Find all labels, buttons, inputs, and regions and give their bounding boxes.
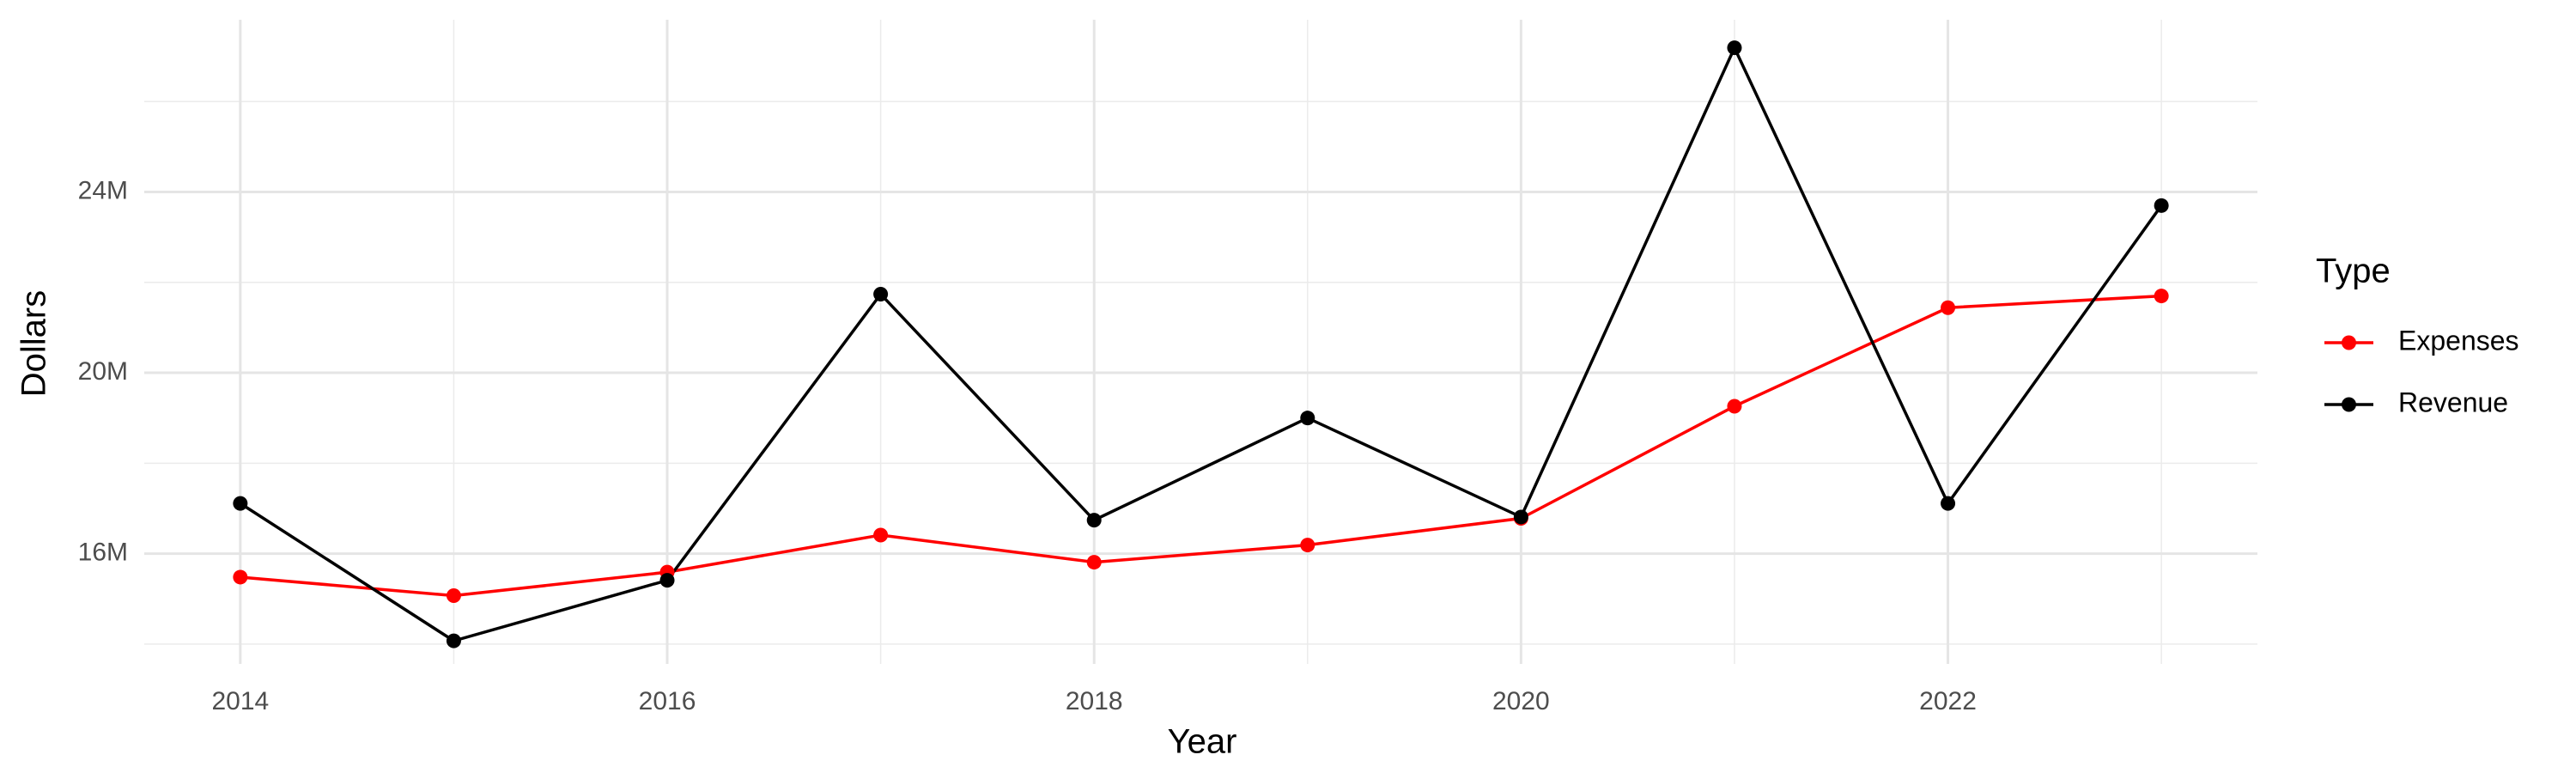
data-point bbox=[2154, 289, 2169, 304]
series-line bbox=[240, 294, 2162, 598]
data-point bbox=[1513, 509, 1528, 525]
x-tick-label: 2016 bbox=[639, 687, 696, 715]
series-line bbox=[239, 44, 2163, 643]
data-point bbox=[1727, 399, 1742, 414]
legend-title: Type bbox=[2316, 253, 2391, 290]
y-axis-title: Dollars bbox=[15, 290, 53, 397]
legend-label: Expenses bbox=[2398, 325, 2519, 356]
data-point bbox=[873, 527, 889, 543]
x-tick-label: 2018 bbox=[1066, 687, 1123, 715]
data-point bbox=[2154, 198, 2169, 213]
data-point bbox=[1300, 538, 1315, 553]
y-tick-label: 20M bbox=[78, 357, 128, 386]
data-point bbox=[446, 633, 461, 648]
data-point bbox=[1941, 496, 1956, 511]
data-point bbox=[1941, 300, 1956, 315]
legend-label: Revenue bbox=[2398, 386, 2508, 417]
data-point bbox=[1727, 40, 1742, 56]
y-tick-label: 24M bbox=[78, 176, 128, 204]
data-point bbox=[446, 588, 461, 604]
legend-marker bbox=[2342, 397, 2356, 412]
data-point bbox=[233, 496, 248, 511]
data-point bbox=[233, 569, 248, 585]
x-tick-label: 2022 bbox=[1919, 687, 1977, 715]
data-point bbox=[1300, 411, 1315, 426]
data-point bbox=[659, 573, 675, 588]
x-axis-title: Year bbox=[1168, 723, 1237, 761]
x-tick-label: 2020 bbox=[1492, 687, 1550, 715]
data-point bbox=[873, 286, 889, 301]
data-point bbox=[1086, 513, 1102, 528]
data-point bbox=[1086, 555, 1102, 570]
legend-marker bbox=[2342, 335, 2356, 350]
y-tick-label: 16M bbox=[78, 539, 128, 567]
x-tick-label: 2014 bbox=[211, 687, 269, 715]
